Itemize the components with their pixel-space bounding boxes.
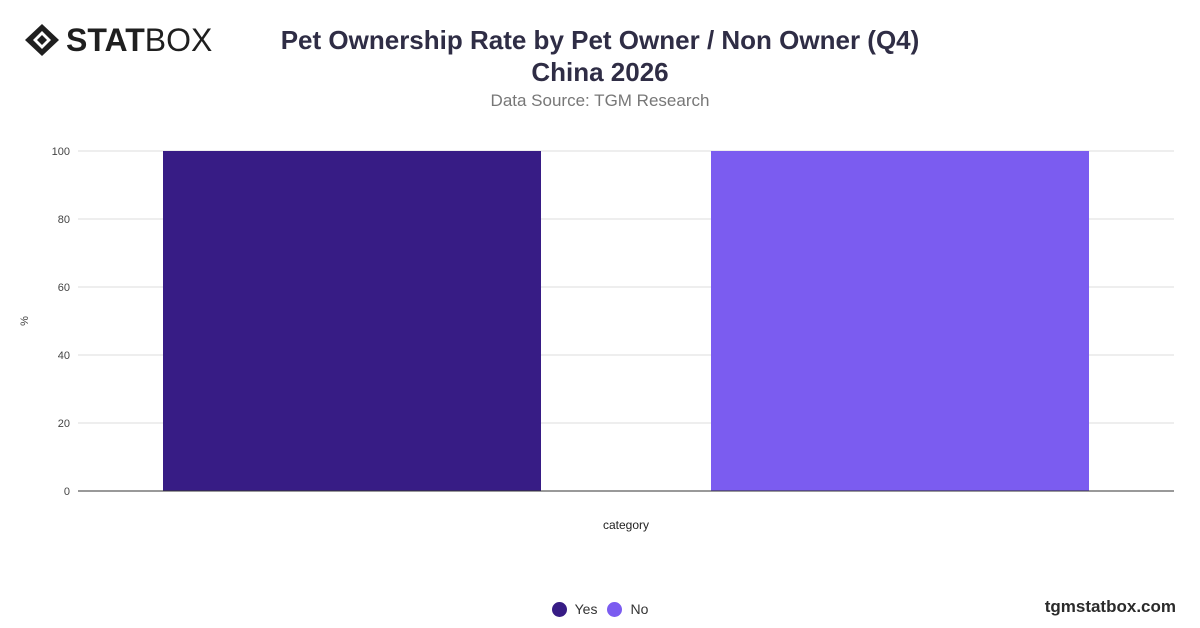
chart-title-line1: Pet Ownership Rate by Pet Owner / Non Ow… xyxy=(280,25,920,55)
y-tick-label-80: 80 xyxy=(58,214,70,226)
logo-text-light: BOX xyxy=(144,22,213,58)
y-tick-label-0: 0 xyxy=(64,486,70,498)
legend-item-yes[interactable]: Yes xyxy=(551,601,598,617)
y-tick-label-60: 60 xyxy=(58,282,70,294)
legend-label-no: No xyxy=(630,601,649,617)
legend-swatch-no xyxy=(607,601,623,617)
legend-label-yes: Yes xyxy=(574,601,598,617)
y-axis-label: % xyxy=(19,316,31,326)
y-tick-label-40: 40 xyxy=(58,350,70,362)
chart-title-line2: China 2026 xyxy=(531,57,669,87)
statbox-diamond-icon xyxy=(25,24,59,56)
bar-yes xyxy=(163,151,541,491)
chart-title: Pet Ownership Rate by Pet Owner / Non Ow… xyxy=(250,24,950,88)
y-tick-label-20: 20 xyxy=(58,418,70,430)
footer-url[interactable]: tgmstatbox.com xyxy=(1044,597,1176,616)
statbox-logo: STATBOX xyxy=(24,22,212,58)
chart-legend: Yes No xyxy=(0,601,1200,617)
legend-swatch-yes xyxy=(551,601,567,617)
bar-no xyxy=(711,151,1089,491)
chart-subtitle: Data Source: TGM Research xyxy=(490,91,710,110)
x-axis-label: category xyxy=(603,518,649,532)
legend-item-no[interactable]: No xyxy=(607,601,648,617)
y-tick-label-100: 100 xyxy=(52,146,70,158)
logo-text-bold: STAT xyxy=(66,22,145,58)
